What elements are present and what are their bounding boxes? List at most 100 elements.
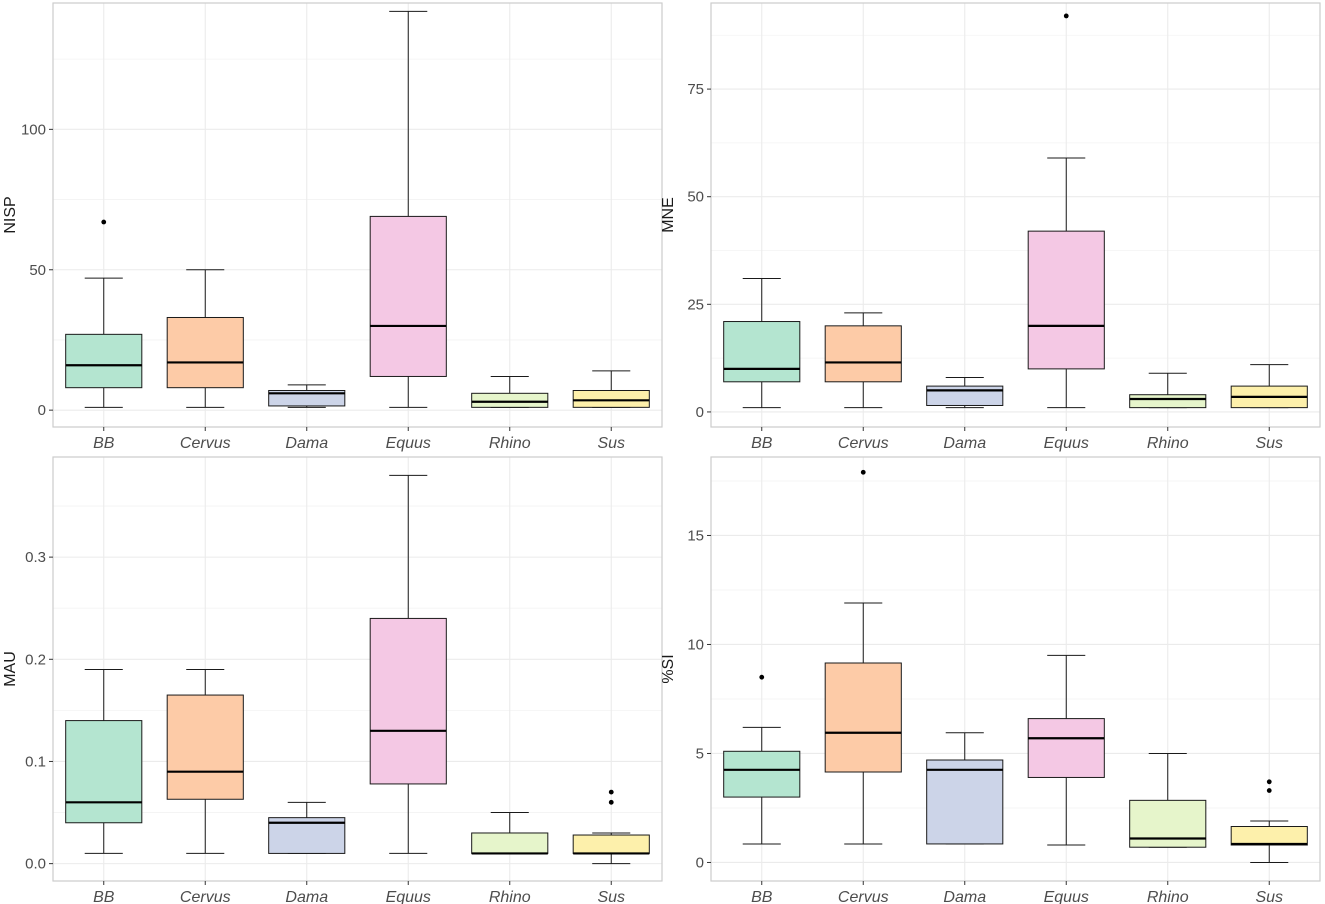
x-tick-label-cervus: Cervus bbox=[838, 435, 889, 452]
x-tick-label-dama: Dama bbox=[285, 435, 328, 452]
box-bb bbox=[723, 674, 801, 845]
iqr-box bbox=[926, 385, 1004, 406]
outlier-point bbox=[759, 674, 765, 680]
iqr-box bbox=[166, 316, 244, 389]
box-rhino bbox=[471, 375, 549, 408]
box-dama bbox=[268, 384, 346, 408]
y-tick-label: 50 bbox=[29, 262, 46, 279]
x-tick-label-rhino: Rhino bbox=[489, 435, 531, 452]
x-tick-label-rhino: Rhino bbox=[1147, 889, 1189, 904]
x-tick-label-equus: Equus bbox=[386, 889, 431, 904]
x-tick-label-equus: Equus bbox=[1044, 889, 1089, 904]
y-tick-label: 0.3 bbox=[25, 549, 46, 566]
x-tick-label-equus: Equus bbox=[1044, 435, 1089, 452]
outlier-point bbox=[860, 469, 866, 475]
iqr-box bbox=[1129, 394, 1207, 409]
x-tick-label-cervus: Cervus bbox=[838, 889, 889, 904]
x-tick-label-dama: Dama bbox=[285, 889, 328, 904]
y-tick-label: 0.0 bbox=[25, 856, 46, 873]
x-tick-label-sus: Sus bbox=[597, 889, 625, 904]
y-axis-title: MAU bbox=[2, 651, 19, 687]
y-tick-label: 5 bbox=[696, 745, 704, 762]
x-tick-label-equus: Equus bbox=[386, 435, 431, 452]
box-rhino bbox=[1129, 372, 1207, 409]
y-axis-title: MNE bbox=[660, 197, 677, 233]
x-tick-label-dama: Dama bbox=[943, 889, 986, 904]
box-equus bbox=[1027, 654, 1105, 846]
y-tick-label: 0.1 bbox=[25, 753, 46, 770]
y-tick-label: 25 bbox=[687, 296, 704, 313]
x-tick-label-rhino: Rhino bbox=[489, 889, 531, 904]
panel-background bbox=[711, 3, 1320, 427]
box-equus bbox=[369, 10, 447, 408]
box-dama bbox=[926, 732, 1004, 845]
iqr-box bbox=[824, 662, 902, 773]
box-rhino bbox=[471, 812, 549, 855]
panel-background bbox=[53, 457, 662, 881]
panel-si: 0 5 10 15 BB Cervus Dama Equus Rhino Sus %SI bbox=[660, 456, 1321, 904]
box-cervus bbox=[824, 469, 902, 845]
iqr-box bbox=[369, 617, 447, 785]
iqr-box bbox=[1027, 718, 1105, 778]
iqr-box bbox=[723, 750, 801, 798]
box-equus bbox=[1027, 13, 1105, 409]
y-tick-label: 100 bbox=[21, 121, 46, 138]
x-tick-label-cervus: Cervus bbox=[180, 435, 231, 452]
x-tick-label-cervus: Cervus bbox=[180, 889, 231, 904]
box-sus bbox=[572, 370, 650, 408]
y-tick-label: 15 bbox=[687, 527, 704, 544]
iqr-box bbox=[369, 215, 447, 377]
iqr-box bbox=[65, 333, 143, 389]
iqr-box bbox=[1230, 826, 1308, 846]
panel-background bbox=[711, 457, 1320, 881]
box-dama bbox=[268, 801, 346, 854]
box-dama bbox=[926, 376, 1004, 409]
panel-mau: 0.0 0.1 0.2 0.3 BB Cervus Dama Equus Rhino Sus MAU bbox=[2, 456, 663, 904]
x-tick-label-sus: Sus bbox=[1255, 889, 1283, 904]
box-sus bbox=[572, 789, 650, 865]
outlier-point bbox=[1266, 788, 1272, 793]
iqr-box bbox=[572, 834, 650, 854]
panel-border bbox=[710, 456, 1321, 882]
panel-mne: 0 25 50 75 BB Cervus Dama Equus Rhino Sus MNE bbox=[660, 2, 1321, 452]
box-cervus bbox=[166, 669, 244, 854]
x-tick-label-bb: BB bbox=[751, 435, 773, 452]
iqr-box bbox=[926, 759, 1004, 845]
y-tick-label: 50 bbox=[687, 189, 704, 206]
panel-border bbox=[52, 456, 663, 882]
box-bb bbox=[65, 669, 143, 854]
panel-nisp: 0 50 100 BB Cervus Dama Equus Rhino Sus NISP bbox=[2, 2, 663, 452]
y-tick-label: 0 bbox=[696, 854, 704, 871]
box-bb bbox=[65, 219, 143, 408]
panel-border bbox=[52, 2, 663, 428]
x-tick-label-bb: BB bbox=[751, 889, 773, 904]
y-axis-title: %SI bbox=[660, 654, 677, 683]
iqr-box bbox=[471, 392, 549, 408]
iqr-box bbox=[65, 720, 143, 824]
outlier-point bbox=[608, 789, 614, 795]
y-tick-label: 75 bbox=[687, 81, 704, 98]
iqr-box bbox=[471, 832, 549, 854]
box-cervus bbox=[824, 312, 902, 409]
iqr-box bbox=[166, 694, 244, 800]
x-tick-label-sus: Sus bbox=[1255, 435, 1283, 452]
iqr-box bbox=[1027, 230, 1105, 370]
outlier-point bbox=[1063, 13, 1069, 19]
box-bb bbox=[723, 277, 801, 409]
x-tick-label-dama: Dama bbox=[943, 435, 986, 452]
panel-background bbox=[53, 3, 662, 427]
x-tick-label-bb: BB bbox=[93, 435, 115, 452]
outlier-point bbox=[608, 799, 614, 805]
x-tick-label-bb: BB bbox=[93, 889, 115, 904]
box-sus bbox=[1230, 364, 1308, 409]
x-tick-label-sus: Sus bbox=[597, 435, 625, 452]
y-axis-title: NISP bbox=[2, 196, 19, 233]
x-tick-label-rhino: Rhino bbox=[1147, 435, 1189, 452]
y-tick-label: 0 bbox=[696, 404, 704, 421]
outlier-point bbox=[1266, 779, 1272, 785]
iqr-box bbox=[572, 389, 650, 408]
y-tick-label: 0.2 bbox=[25, 651, 46, 668]
panel-border bbox=[710, 2, 1321, 428]
iqr-box bbox=[824, 325, 902, 383]
